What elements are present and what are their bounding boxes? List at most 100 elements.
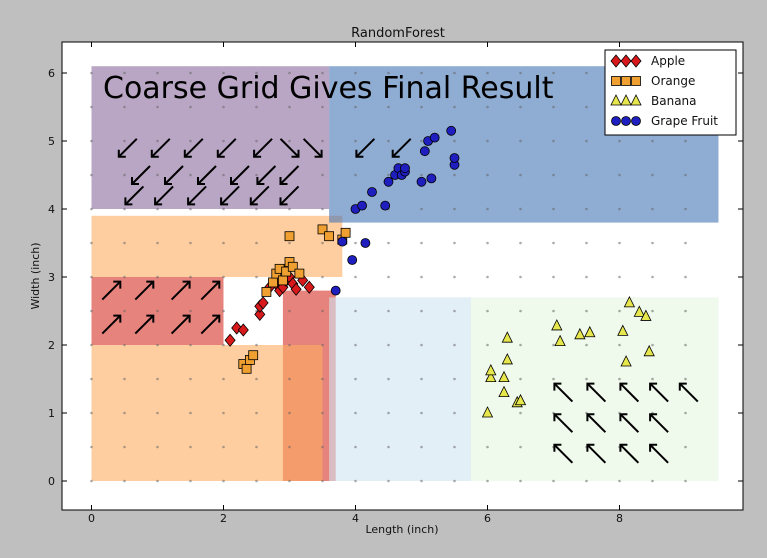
axis-ticks: 0 2 4 6 8 0 1 2 3 4 5 6 [48,42,743,525]
grape-fruit-point [330,285,341,296]
arrow-head [586,413,595,422]
arrow-annotations [101,138,699,464]
arrow-down-left [197,165,217,185]
legend-marker-grape-fruit [611,116,621,126]
arrow-shaft [679,382,699,403]
grid-dot [552,241,555,245]
grid-dot [156,173,159,177]
arrow-down-left [391,138,412,158]
grid-dot [420,377,423,381]
banana-point [498,385,510,398]
arrow-shaft [200,280,221,301]
grid-dot [90,343,93,347]
grid-dot [519,207,522,211]
arrow-up-left [649,443,669,464]
apple-point [224,333,236,347]
arrow-shaft [279,185,300,206]
grid-dot [354,173,357,177]
banana-point [485,370,497,383]
grid-dot [519,275,522,279]
grid-dot [684,377,687,381]
grid-dot [420,309,423,313]
arrow-shaft [124,185,145,206]
grid-dot [420,71,423,75]
arrow-head [187,197,196,206]
grid-dot [90,275,93,279]
grid-dot [189,139,192,143]
grid-dot [552,343,555,347]
grid-dot [189,173,192,177]
banana-point [551,319,563,331]
legend-entry-apple: Apple [610,54,685,68]
grid-dot [651,309,654,313]
arrow-head [131,177,139,185]
grid-dot [420,173,423,177]
arrow-down-left [150,138,171,158]
legend-label-grape-fruit: Grape Fruit [651,114,718,128]
grid-dot [387,139,390,143]
arrow-down-left [124,185,145,206]
grid-dot [387,241,390,245]
x-tick-label: 6 [484,512,491,525]
grid-dot [354,105,357,109]
grid-dot [123,343,126,347]
arrow-shaft [391,138,412,158]
grid-dot [486,105,489,109]
grid-dot [453,343,456,347]
grid-dot [90,377,93,381]
arrow-up-left [649,382,669,403]
orange-point [241,363,252,374]
grid-dot [420,275,423,279]
apple-point [257,296,269,310]
grid-dot [420,207,423,211]
arrow-shaft [101,280,122,301]
grid-dot [453,207,456,211]
grid-dot [486,71,489,75]
grid-dot [519,105,522,109]
grid-dot [453,71,456,75]
grid-dot [321,411,324,415]
grid-dot [255,71,258,75]
arrow-up-right [200,280,221,301]
grid-dot [90,207,93,211]
grid-dot [255,207,258,211]
arrow-shaft [553,413,574,433]
grid-dot [90,173,93,177]
arrow-shaft [619,413,640,433]
legend-marker-orange [631,76,641,86]
grid-dot [354,343,357,347]
legend-marker-grape-fruit [631,116,641,126]
grape-fruit-point [337,236,348,247]
arrow-shaft [586,444,607,464]
arrow-down-left [117,138,138,158]
region-orange-2 [91,345,323,481]
arrow-head [279,177,288,185]
arrow-head [586,443,595,452]
grid-dot [123,411,126,415]
grid-dot [420,241,423,245]
grid-dot [123,479,126,483]
grid-dot [618,241,621,245]
grid-dot [90,71,93,75]
grid-dot [684,207,687,211]
grid-dot [189,105,192,109]
arrow-up-left [678,382,699,403]
grid-dot [651,479,654,483]
grid-dot [651,241,654,245]
grid-dot [453,411,456,415]
grid-dot [420,445,423,449]
arrow-up-right [170,314,191,335]
grid-dot [354,309,357,313]
grid-dot [321,343,324,347]
grid-dot [222,479,225,483]
grid-dot [420,139,423,143]
arrow-up-left [619,443,640,464]
grid-dot [684,309,687,313]
decision-regions [91,66,719,481]
arrow-shaft [197,165,217,185]
legend-entry-banana: Banana [610,94,697,108]
grid-dot [453,377,456,381]
arrow-down-left [279,185,300,206]
arrow-shaft [154,185,174,206]
